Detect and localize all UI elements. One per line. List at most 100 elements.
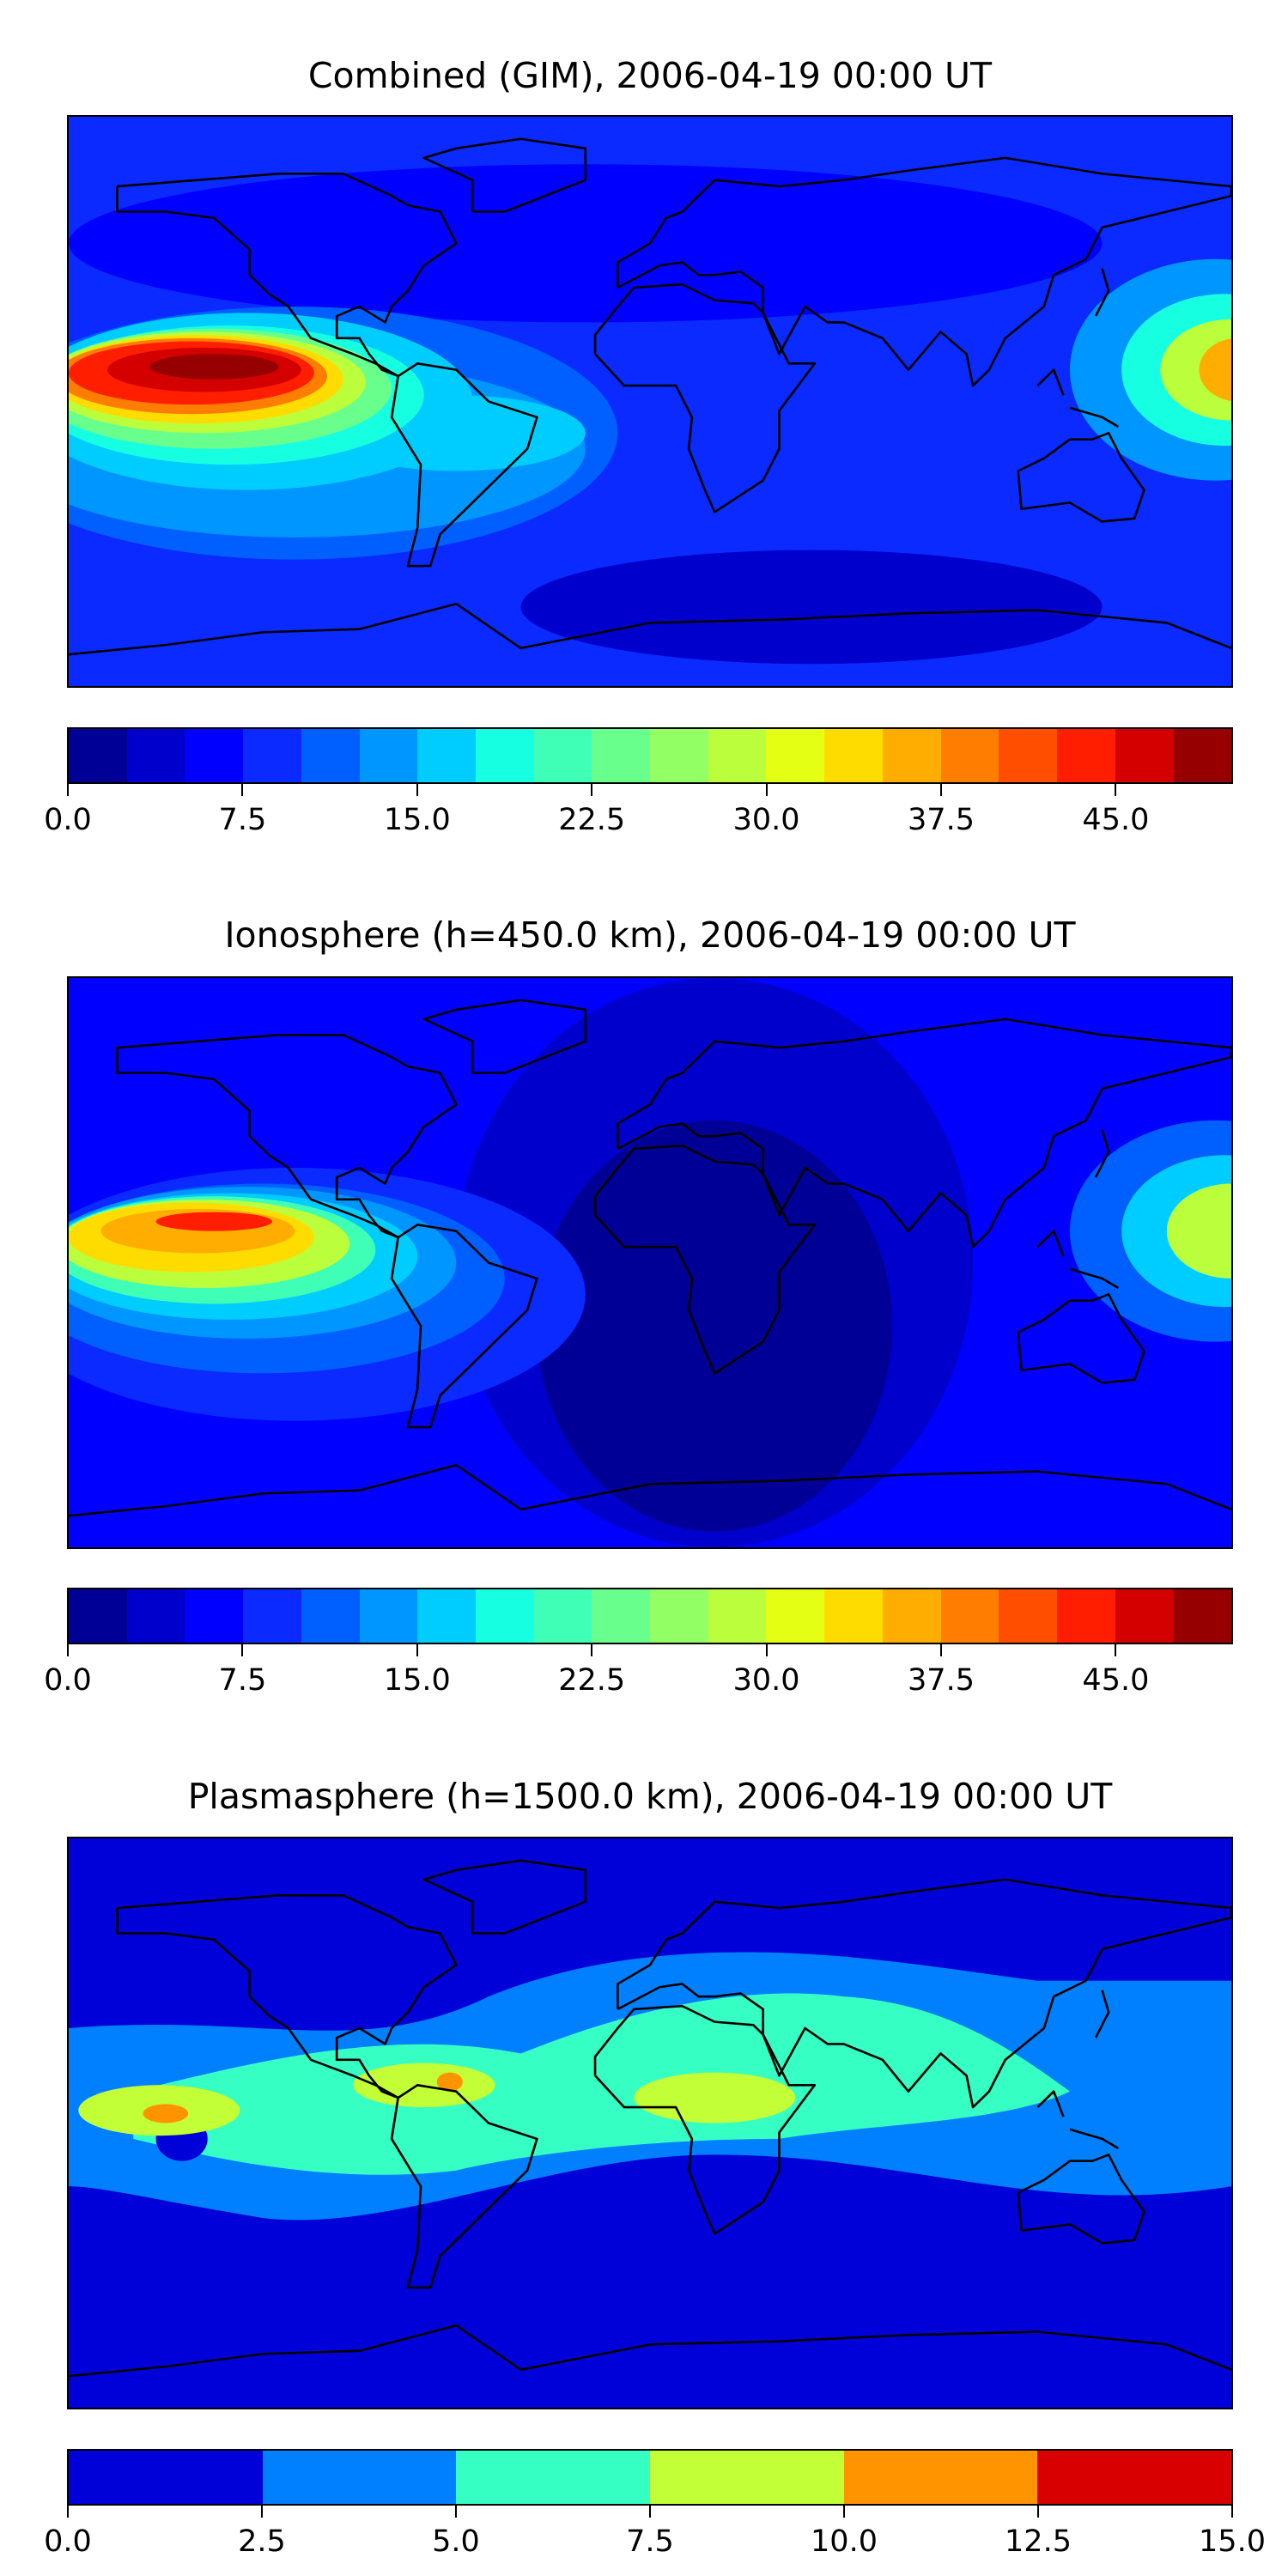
field-region [155, 1212, 272, 1231]
colorbar-ionosphere [67, 1588, 1233, 1644]
colorbar-bin [126, 1589, 185, 1643]
colorbar-combined [67, 727, 1233, 784]
colorbar-bin [882, 1589, 941, 1643]
colorbar-ticks-ionosphere: 0.0 7.5 15.0 22.5 30.0 37.5 45.0 [44, 1644, 1233, 1698]
colorbar-bin [708, 729, 767, 782]
colorbar-bin [69, 1589, 127, 1643]
colorbar-bin [1173, 1589, 1232, 1643]
field-region [520, 550, 1103, 665]
colorbar-tick-label: 22.5 [558, 803, 626, 837]
colorbar-bin [1056, 729, 1115, 782]
colorbar-bin [1056, 1589, 1115, 1643]
colorbar-bin [417, 729, 476, 782]
colorbar-tick-label: 45.0 [1082, 1663, 1150, 1698]
colorbar-tick-label: 0.0 [44, 1663, 92, 1698]
field-region [1160, 319, 1231, 421]
colorbar-bin [301, 729, 360, 782]
colorbar-bin [243, 1589, 301, 1643]
colorbar-tick [416, 784, 418, 796]
colorbar-tick [241, 784, 244, 796]
colorbar-bin [533, 1589, 592, 1643]
colorbar-tick-label: 10.0 [811, 2524, 878, 2559]
colorbar-bin [243, 729, 301, 782]
colorbar-bin [475, 729, 534, 782]
colorbar-tick [940, 1644, 942, 1656]
colorbar-bin [475, 1589, 534, 1643]
colorbar-bin [708, 1589, 767, 1643]
colorbar-plasmasphere [67, 2449, 1233, 2506]
colorbar-tick [67, 784, 69, 796]
colorbar-tick [591, 1644, 593, 1656]
field-region [69, 164, 1103, 323]
colorbar-tick-label: 5.0 [432, 2524, 480, 2559]
colorbar-tick [591, 784, 593, 796]
colorbar-tick [455, 2506, 457, 2518]
colorbar-bin [824, 1589, 883, 1643]
colorbar-tick-label: 45.0 [1082, 803, 1150, 837]
colorbar-tick [1231, 2506, 1233, 2518]
colorbar-tick-label: 0.0 [44, 803, 92, 837]
colorbar-bin [650, 729, 708, 782]
colorbar-tick-label: 0.0 [44, 2524, 92, 2559]
map-combined [67, 115, 1233, 688]
colorbar-tick [67, 2506, 69, 2518]
field-region [143, 2104, 189, 2123]
field-region [1166, 1183, 1231, 1279]
field-region [537, 1120, 893, 1532]
colorbar-bin [301, 1589, 360, 1643]
colorbar-bin [456, 2451, 651, 2504]
colorbar-tick [1115, 1644, 1117, 1656]
colorbar-bin [766, 1589, 825, 1643]
colorbar-bin [940, 729, 999, 782]
colorbar-tick [843, 2506, 845, 2518]
colorbar-bin [359, 1589, 418, 1643]
colorbar-tick [765, 784, 768, 796]
colorbar-bin [843, 2451, 1038, 2504]
colorbar-bin [185, 729, 244, 782]
map-plasmasphere [67, 1837, 1233, 2409]
colorbar-bin [592, 1589, 651, 1643]
colorbar-bin [824, 729, 883, 782]
field-region [149, 354, 279, 380]
colorbar-bin [69, 729, 127, 782]
colorbar-tick-label: 12.5 [1005, 2524, 1072, 2559]
field-region [1199, 338, 1231, 401]
field-region [634, 2072, 796, 2123]
colorbar-tick-label: 37.5 [908, 1663, 975, 1698]
colorbar-bin [1037, 2451, 1232, 2504]
colorbar-bin [417, 1589, 476, 1643]
colorbar-tick [765, 1644, 768, 1656]
colorbar-bin [69, 2451, 263, 2504]
colorbar-tick-label: 2.5 [238, 2524, 286, 2559]
colorbar-bin [999, 1589, 1057, 1643]
colorbar-tick [261, 2506, 263, 2518]
colorbar-bin [940, 1589, 999, 1643]
colorbar-tick [1037, 2506, 1039, 2518]
colorbar-tick-label: 7.5 [626, 2524, 674, 2559]
panel-title-ionosphere: Ionosphere (h=450.0 km), 2006-04-19 00:0… [224, 914, 1076, 956]
colorbar-tick-label: 15.0 [383, 1663, 451, 1698]
colorbar-tick [67, 1644, 69, 1656]
colorbar-bin [592, 729, 651, 782]
colorbar-bin [1115, 1589, 1174, 1643]
colorbar-tick-label: 37.5 [908, 803, 975, 837]
colorbar-ticks-combined: 0.0 7.5 15.0 22.5 30.0 37.5 45.0 [44, 784, 1233, 837]
colorbar-tick-label: 7.5 [218, 1663, 267, 1698]
colorbar-tick-label: 15.0 [383, 803, 451, 837]
colorbar-bin [359, 729, 418, 782]
colorbar-tick [416, 1644, 418, 1656]
colorbar-bin [126, 729, 185, 782]
colorbar-bin [1173, 729, 1232, 782]
panel-title-combined: Combined (GIM), 2006-04-19 00:00 UT [307, 55, 993, 96]
colorbar-tick [940, 784, 942, 796]
colorbar-bin [766, 729, 825, 782]
colorbar-tick-label: 7.5 [218, 803, 267, 837]
colorbar-bin [882, 729, 941, 782]
colorbar-bin [650, 1589, 708, 1643]
colorbar-tick [649, 2506, 651, 2518]
colorbar-ticks-plasmasphere: 0.0 2.5 5.0 7.5 10.0 12.5 15.0 [44, 2506, 1266, 2559]
colorbar-bin [650, 2451, 844, 2504]
colorbar-tick-label: 22.5 [558, 1663, 626, 1698]
colorbar-tick [1115, 784, 1117, 796]
colorbar-bin [262, 2451, 457, 2504]
